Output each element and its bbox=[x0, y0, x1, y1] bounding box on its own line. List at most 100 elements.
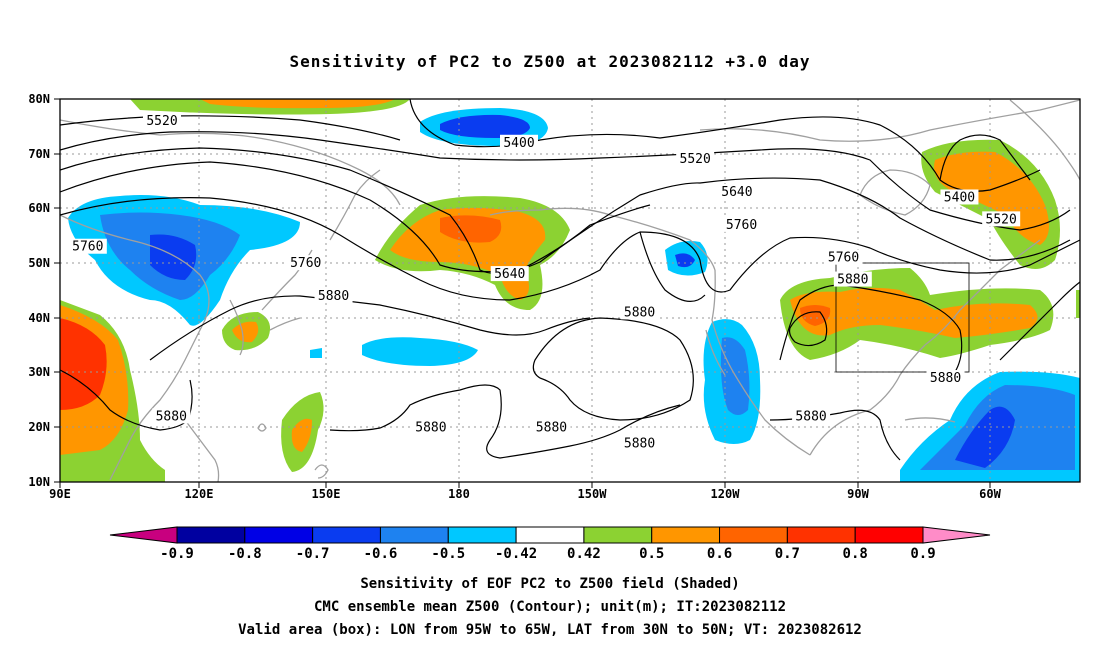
lon-tick-label: 120W bbox=[711, 487, 741, 501]
coastline-cuba bbox=[904, 417, 956, 423]
lat-tick-label: 20N bbox=[28, 420, 50, 434]
contour-5880-atlantic bbox=[999, 281, 1080, 361]
colorbar-label: -0.7 bbox=[296, 546, 330, 562]
contour-5880-loop-central bbox=[532, 317, 694, 421]
colorbar-box bbox=[719, 526, 788, 544]
coastline-arctic-canada bbox=[699, 99, 1080, 142]
lon-tick-labels: 90E 120E 150E 180 150W 120W 90W 60W bbox=[49, 487, 1001, 501]
contour-label-bg bbox=[620, 435, 659, 451]
contour-labels: 5520 5400 5520 5640 5400 5520 5760 5760 5760 5760… bbox=[68, 112, 1021, 452]
contour-label: 5760 bbox=[828, 251, 859, 266]
shade-negative-asia-inner bbox=[150, 234, 197, 280]
shade-negative-central-pacific bbox=[362, 337, 478, 366]
lon-tick-label: 120E bbox=[185, 487, 214, 501]
coastline-baja bbox=[705, 329, 726, 376]
contour-label: 5880 bbox=[624, 437, 655, 452]
contour-label: 5880 bbox=[795, 409, 826, 424]
colorbar: -0.9 -0.8 -0.7 -0.6 -0.5 -0.42 0.42 0.5 0.6 0.7 0.… bbox=[109, 526, 991, 562]
contour-label: 5880 bbox=[156, 409, 187, 424]
contour-label: 5760 bbox=[290, 256, 321, 271]
lat-tick-label: 80N bbox=[28, 92, 50, 106]
shade-positive-korea-core bbox=[232, 321, 259, 343]
axis-ticks bbox=[54, 98, 991, 488]
coastlines bbox=[60, 99, 1080, 482]
shade-negative-japan-east bbox=[310, 348, 322, 358]
lon-tick-label: 90E bbox=[49, 487, 71, 501]
lat-tick-label: 70N bbox=[28, 147, 50, 161]
colorbar-box bbox=[854, 526, 924, 544]
coastline-north-america-west bbox=[711, 269, 811, 456]
contour-label: 5640 bbox=[494, 267, 525, 282]
colorbar-box bbox=[786, 526, 856, 544]
colorbar-label: -0.8 bbox=[228, 546, 262, 562]
contour-5640-b bbox=[60, 161, 651, 273]
coastline-kamchatka bbox=[329, 169, 381, 241]
coastline-gulf bbox=[809, 344, 926, 456]
caption-line-3: Valid area (box): LON from 95W to 65W, L… bbox=[238, 622, 862, 638]
contour-label-bg bbox=[722, 216, 761, 232]
coastline-siberia bbox=[60, 119, 401, 206]
colorbar-box bbox=[583, 526, 653, 544]
map-frame bbox=[59, 98, 1081, 483]
contour-5760 bbox=[60, 197, 1080, 301]
contour-5520 bbox=[60, 131, 1071, 231]
plot-title: Sensitivity of PC2 to Z500 at 2023082112… bbox=[289, 52, 810, 71]
coastline-asia bbox=[60, 214, 210, 481]
contour-5880-asia bbox=[60, 369, 193, 431]
map-panel: 5520 5400 5520 5640 5400 5520 5760 5760 5760 5760… bbox=[28, 92, 1081, 501]
lon-tick-label: 90W bbox=[847, 487, 869, 501]
coastline-southeast-asia bbox=[184, 419, 220, 482]
coastline-greenland bbox=[1009, 99, 1080, 181]
contour-label: 5640 bbox=[721, 185, 752, 200]
colorbar-label: 0.9 bbox=[910, 546, 935, 562]
contour-5880-north bbox=[149, 295, 591, 361]
contour-label-bg bbox=[982, 211, 1021, 227]
z500-contours bbox=[60, 99, 1080, 461]
sensitivity-shading bbox=[60, 99, 1080, 482]
lon-tick-label: 150E bbox=[312, 487, 341, 501]
contour-label: 5880 bbox=[930, 371, 961, 386]
lon-tick-label: 60W bbox=[979, 487, 1001, 501]
contour-label-bg bbox=[824, 249, 863, 265]
contour-label-bg bbox=[68, 238, 107, 254]
contour-label-bg bbox=[926, 370, 965, 386]
colorbar-label: 0.5 bbox=[639, 546, 664, 562]
contour-5400-west bbox=[409, 99, 1041, 192]
contour-label-bg bbox=[143, 112, 181, 128]
contour-label-bg bbox=[490, 266, 529, 282]
lat-tick-label: 10N bbox=[28, 475, 50, 489]
shade-positive-top-core bbox=[200, 99, 395, 109]
lat-tick-label: 60N bbox=[28, 201, 50, 215]
shade-positive-us-core bbox=[790, 287, 1038, 338]
colorbar-box bbox=[379, 526, 449, 544]
lon-tick-label: 150W bbox=[578, 487, 608, 501]
colorbar-box bbox=[176, 526, 246, 544]
lat-tick-labels: 80N 70N 60N 50N 40N 30N 20N 10N bbox=[28, 92, 50, 489]
colorbar-box bbox=[651, 526, 721, 544]
coastline-philippines bbox=[314, 464, 329, 479]
contour-label: 5880 bbox=[536, 420, 567, 435]
colorbar-label: 0.7 bbox=[775, 546, 800, 562]
contour-label-bg bbox=[717, 184, 756, 200]
colorbar-label: -0.5 bbox=[431, 546, 465, 562]
contour-label: 5880 bbox=[837, 273, 868, 288]
contour-label: 5760 bbox=[726, 218, 757, 233]
coastline-east-coast bbox=[924, 239, 1041, 346]
lat-tick-label: 50N bbox=[28, 256, 50, 270]
contour-label-bg bbox=[500, 134, 538, 150]
lon-tick-label: 180 bbox=[448, 487, 470, 501]
contour-label-bg bbox=[286, 255, 325, 271]
colorbar-box bbox=[447, 526, 517, 544]
contour-5880-us-inner bbox=[788, 311, 828, 347]
colorbar-box bbox=[515, 526, 585, 544]
contour-label-bg bbox=[620, 304, 659, 320]
coastline-alaska bbox=[489, 207, 716, 271]
contour-label-bg bbox=[792, 408, 831, 424]
colorbar-label: -0.42 bbox=[495, 546, 537, 562]
shade-negative-north-pacific-core bbox=[440, 114, 530, 138]
contour-label: 5520 bbox=[146, 114, 177, 129]
contour-label: 5760 bbox=[72, 240, 103, 255]
coastline-korea bbox=[229, 299, 244, 356]
contour-label: 5400 bbox=[503, 136, 534, 151]
